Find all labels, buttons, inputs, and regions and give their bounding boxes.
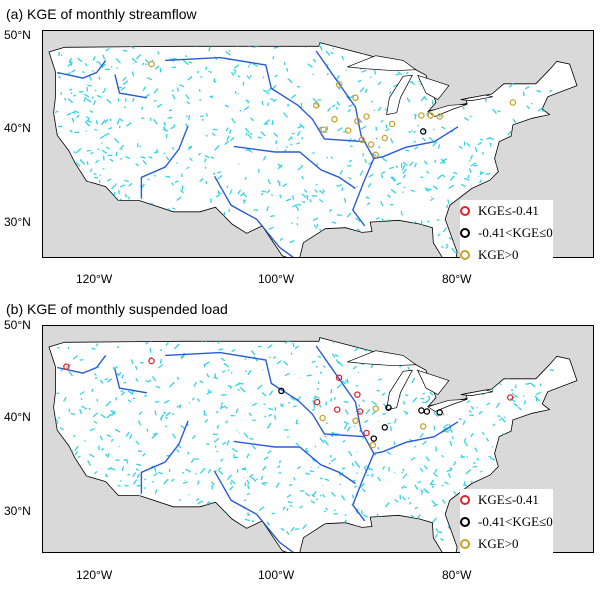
lat-tick-30: 30°N xyxy=(4,504,31,518)
station-marker xyxy=(367,141,375,148)
legend-row-high: KGE>0 xyxy=(460,533,553,555)
great-lake xyxy=(426,398,468,412)
station-marker xyxy=(354,391,361,398)
legend-label: KGE≤-0.41 xyxy=(478,203,539,218)
lon-tick-120: 120°W xyxy=(76,272,113,286)
station-marker xyxy=(427,112,434,119)
station-marker xyxy=(344,127,352,134)
legend: KGE≤-0.41 -0.41<KGE≤0 KGE>0 xyxy=(460,200,553,266)
lon-tick-100: 100°W xyxy=(258,272,295,286)
legend-label: KGE>0 xyxy=(478,536,519,551)
station-marker xyxy=(333,406,341,413)
station-marker xyxy=(278,387,285,395)
station-marker xyxy=(352,94,359,102)
station-marker xyxy=(423,408,431,415)
station-marker xyxy=(372,405,379,412)
station-marker xyxy=(319,414,326,422)
legend-row-high: KGE>0 xyxy=(460,244,553,266)
station-marker xyxy=(388,120,396,128)
lat-tick-50: 50°N xyxy=(4,318,31,332)
station-marker xyxy=(331,116,338,123)
legend-row-low: KGE≤-0.41 xyxy=(460,200,553,222)
lon-tick-80: 80°W xyxy=(442,272,472,286)
station-marker xyxy=(506,394,514,401)
lon-tick-120: 120°W xyxy=(76,568,113,582)
station-marker xyxy=(381,134,389,142)
us-land xyxy=(48,42,578,257)
station-marker xyxy=(370,435,378,442)
lat-tick-50: 50°N xyxy=(4,28,31,42)
station-marker xyxy=(381,424,389,431)
us-map xyxy=(48,337,578,552)
great-lake xyxy=(386,369,413,411)
legend-label: KGE≤-0.41 xyxy=(478,492,539,507)
legend-row-mid: -0.41<KGE≤0 xyxy=(460,511,553,533)
us-land xyxy=(48,337,578,552)
lon-tick-80: 80°W xyxy=(442,568,472,582)
station-marker xyxy=(419,423,427,430)
station-marker xyxy=(358,136,366,144)
lat-tick-30: 30°N xyxy=(4,215,31,229)
panel-suspended-load: (b) KGE of monthly suspended load 50°N 4… xyxy=(0,295,600,590)
legend-label: -0.41<KGE≤0 xyxy=(478,514,553,529)
station-marker xyxy=(335,374,343,382)
great-lake xyxy=(417,74,450,101)
lon-tick-100: 100°W xyxy=(258,568,295,582)
station-marker xyxy=(436,409,443,416)
station-marker xyxy=(354,117,361,125)
station-marker xyxy=(148,60,155,68)
legend: KGE≤-0.41 -0.41<KGE≤0 KGE>0 xyxy=(460,489,553,555)
great-lake xyxy=(386,74,413,116)
great-lake xyxy=(417,369,450,396)
great-lake xyxy=(460,94,493,101)
great-lake xyxy=(460,389,493,396)
legend-marker-low xyxy=(460,206,470,216)
legend-marker-high xyxy=(460,250,470,260)
station-marker xyxy=(363,113,370,120)
lat-tick-40: 40°N xyxy=(4,121,31,135)
great-lake xyxy=(347,350,417,367)
panel-title: (a) KGE of monthly streamflow xyxy=(6,6,197,22)
legend-marker-high xyxy=(460,539,470,549)
legend-label: -0.41<KGE≤0 xyxy=(478,225,553,240)
panel-title: (b) KGE of monthly suspended load xyxy=(6,301,228,317)
station-marker xyxy=(320,126,327,133)
lat-tick-40: 40°N xyxy=(4,410,31,424)
great-lake xyxy=(347,55,417,72)
legend-marker-mid xyxy=(460,517,470,527)
station-marker xyxy=(313,398,321,406)
legend-marker-mid xyxy=(460,228,470,238)
station-marker xyxy=(509,99,517,106)
station-marker xyxy=(148,357,155,365)
great-lake xyxy=(426,103,468,117)
map-frame xyxy=(42,325,594,553)
station-marker xyxy=(419,128,427,135)
station-marker xyxy=(369,441,377,449)
panel-streamflow: (a) KGE of monthly streamflow 50°N 40°N … xyxy=(4,6,594,286)
station-marker xyxy=(418,112,425,119)
legend-row-low: KGE≤-0.41 xyxy=(460,489,553,511)
legend-marker-low xyxy=(460,495,470,505)
station-marker xyxy=(363,429,370,437)
station-marker xyxy=(372,151,379,159)
station-marker xyxy=(352,417,359,425)
station-marker xyxy=(385,404,392,411)
station-marker xyxy=(63,363,70,370)
legend-row-mid: -0.41<KGE≤0 xyxy=(460,222,553,244)
station-marker xyxy=(335,81,343,88)
station-marker xyxy=(356,408,364,415)
map-frame xyxy=(42,30,594,258)
legend-label: KGE>0 xyxy=(478,247,519,262)
station-marker xyxy=(312,102,320,109)
us-map xyxy=(48,42,578,257)
station-marker xyxy=(436,113,443,120)
